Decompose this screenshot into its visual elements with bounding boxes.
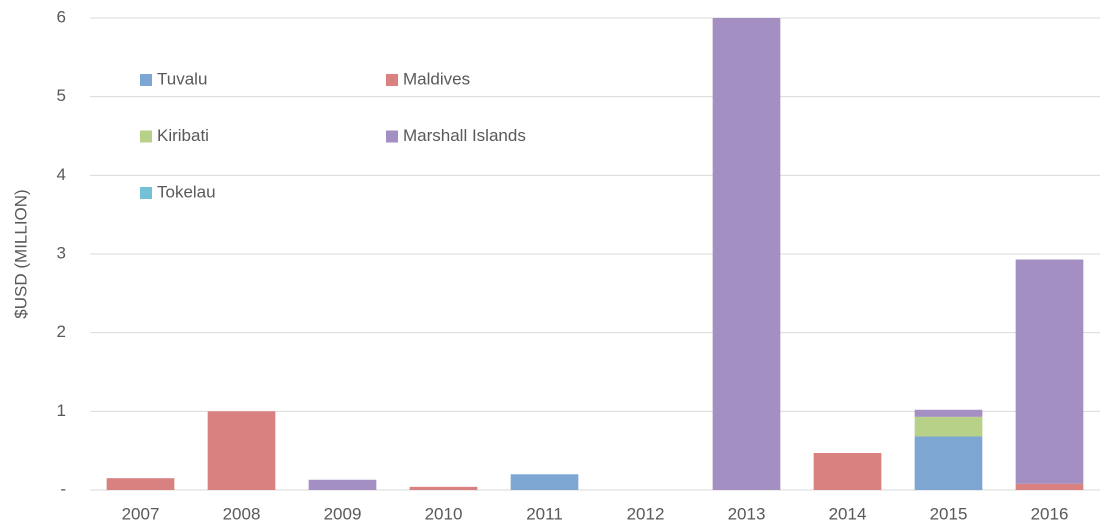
x-tick-label: 2008 xyxy=(223,504,261,523)
bar-segment xyxy=(409,486,478,490)
bar-segment xyxy=(1015,483,1084,490)
x-tick-label: 2010 xyxy=(425,504,463,523)
legend-swatch xyxy=(140,130,152,143)
bar-segment xyxy=(1015,259,1084,484)
x-tick-label: 2012 xyxy=(627,504,665,523)
bar-segment xyxy=(510,474,579,490)
legend-swatch xyxy=(140,74,152,86)
y-tick-label: 1 xyxy=(57,401,66,420)
x-tick-label: 2013 xyxy=(728,504,766,523)
bar-segment xyxy=(813,453,882,490)
y-axis-label: $USD (MILLION) xyxy=(11,189,30,318)
x-tick-label: 2009 xyxy=(324,504,362,523)
y-tick-label: - xyxy=(60,479,66,498)
legend-label: Tokelau xyxy=(157,182,216,201)
y-tick-label: 6 xyxy=(57,7,66,26)
legend-label: Kiribati xyxy=(157,126,209,145)
x-tick-label: 2014 xyxy=(829,504,867,523)
legend-swatch xyxy=(386,130,398,143)
legend-swatch xyxy=(140,187,152,199)
x-tick-label: 2015 xyxy=(930,504,968,523)
x-tick-label: 2011 xyxy=(526,504,563,523)
bar-segment xyxy=(914,416,983,437)
bar-segment xyxy=(914,409,983,417)
x-tick-label: 2016 xyxy=(1031,504,1069,523)
y-tick-label: 5 xyxy=(57,86,66,105)
legend-swatch xyxy=(386,74,398,86)
bar-segment xyxy=(106,478,175,490)
bar-segment xyxy=(712,18,781,490)
bar-segment xyxy=(308,479,377,490)
legend-label: Maldives xyxy=(403,69,470,88)
y-tick-label: 4 xyxy=(57,165,66,184)
y-tick-label: 2 xyxy=(57,322,66,341)
y-tick-label: 3 xyxy=(57,243,66,262)
legend-label: Marshall Islands xyxy=(403,126,526,145)
x-tick-label: 2007 xyxy=(122,504,160,523)
bar-segment xyxy=(914,436,983,490)
legend-label: Tuvalu xyxy=(157,69,207,88)
bar-segment xyxy=(207,411,276,490)
